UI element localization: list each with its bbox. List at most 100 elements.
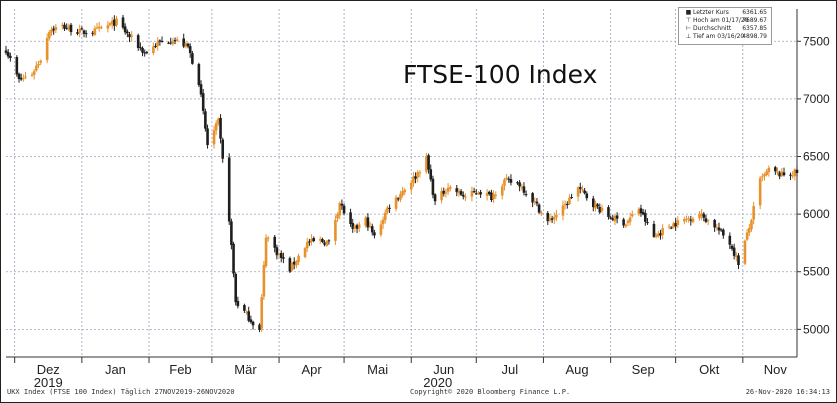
candle-body (355, 225, 359, 229)
candle-body (607, 207, 610, 217)
year-label: 2019 (34, 375, 63, 390)
candle-body (22, 78, 25, 80)
candle-body (535, 201, 539, 204)
candle-body (767, 167, 771, 173)
legend-value-average: 6357.85 (742, 25, 767, 32)
candle-body (221, 139, 225, 159)
x-tick-label: Mär (234, 362, 257, 377)
candle-body (110, 20, 114, 25)
x-tick-label: Okt (699, 362, 720, 377)
legend-value-low: 4898.79 (742, 33, 767, 40)
legend-label-low: Tief am 03/16/20 (693, 33, 745, 40)
candle-body (123, 26, 127, 33)
candle-body (212, 130, 216, 145)
candle-body (596, 204, 599, 207)
candle-body (719, 229, 723, 231)
candle-body (750, 220, 753, 230)
candle-body (169, 42, 173, 44)
candle-body (383, 212, 387, 221)
candle-body (702, 213, 706, 218)
candle-body (440, 191, 443, 201)
candle-body (379, 224, 383, 235)
candle-body (472, 191, 476, 193)
y-tick-label: 5000 (803, 322, 830, 336)
candle-body (108, 23, 112, 26)
candle-body (793, 169, 797, 177)
y-tick-label: 7000 (803, 92, 830, 106)
candle-body (373, 232, 376, 236)
candle-body (630, 214, 634, 217)
candle-body (516, 182, 519, 184)
y-tick-label: 6000 (803, 207, 830, 221)
candle-body (706, 220, 710, 222)
candle-body (522, 186, 526, 193)
candle-body (186, 43, 190, 47)
candle-body (791, 175, 794, 177)
candle-body (160, 41, 164, 43)
candle-body (487, 191, 491, 195)
candle-body (615, 215, 619, 219)
candle-body (446, 187, 450, 192)
candle-body (288, 258, 292, 272)
candle-body (576, 187, 580, 197)
candle-body (386, 207, 389, 213)
candle-body (197, 64, 201, 86)
candle-body (4, 50, 8, 53)
candle-body (485, 193, 489, 196)
candle-body (570, 196, 573, 198)
candle-body (555, 214, 558, 218)
x-tick-label: Jul (502, 362, 519, 377)
candle-body (429, 169, 433, 180)
candle-body (297, 255, 300, 263)
candle-body (191, 53, 194, 64)
candle-body (464, 196, 467, 198)
candle-body (35, 65, 38, 71)
legend-row-last-price: ■ Letzter Kurs 6361.65 (685, 9, 767, 17)
candle-body (199, 84, 203, 95)
candle-body (93, 28, 97, 35)
candle-body (765, 171, 768, 175)
candle-body (173, 40, 177, 42)
candle-body (732, 247, 736, 256)
candle-body (6, 52, 10, 57)
candle-body (230, 221, 233, 245)
candle-body (82, 30, 86, 34)
candle-body (219, 118, 222, 139)
candle-body (366, 217, 370, 228)
x-tick-label: Apr (301, 362, 322, 377)
candle-body (412, 176, 415, 184)
footer-timestamp: 26-Nov-2020 16:34:13 (745, 388, 830, 396)
candle-body (9, 55, 12, 58)
candle-body (76, 32, 79, 34)
candle-body (45, 38, 49, 61)
candle-body (184, 42, 188, 47)
candle-body (433, 194, 437, 202)
candle-body (763, 174, 766, 177)
candle-body (80, 28, 84, 30)
candle-body (479, 192, 482, 195)
candle-body (409, 183, 413, 190)
candle-body (54, 27, 58, 31)
candle-body (524, 194, 528, 196)
candle-body (349, 212, 352, 224)
candle-body (717, 227, 721, 231)
candle-body (427, 155, 430, 170)
x-tick-label: Dez (37, 362, 60, 377)
candle-body (442, 190, 446, 194)
candle-body (565, 203, 569, 205)
candle-body (39, 60, 42, 63)
candle-body (394, 197, 398, 209)
candle-body (61, 24, 64, 26)
candle-body (743, 240, 747, 264)
candle-body (459, 191, 463, 195)
candle-body (641, 212, 645, 215)
candle-body (158, 40, 162, 42)
candle-body (667, 226, 671, 228)
candle-body (152, 46, 155, 54)
candle-body (425, 156, 428, 172)
candle-body (583, 190, 586, 194)
candle-body (778, 172, 781, 177)
candle-body (644, 213, 647, 222)
candle-body (17, 73, 21, 80)
